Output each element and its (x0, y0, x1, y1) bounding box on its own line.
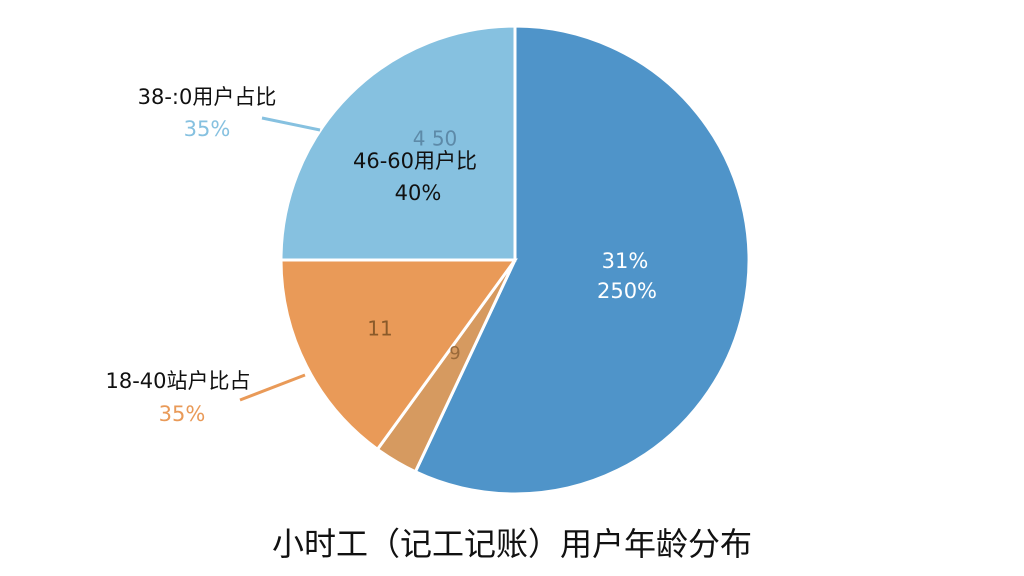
pie-slice (279, 24, 517, 262)
pie-slice (279, 258, 518, 452)
slice-annotation: 31% (602, 249, 649, 273)
leader-line (239, 373, 306, 402)
slice-annotation: 4 50 (413, 127, 458, 151)
slice-annotation: 9 (449, 343, 460, 364)
pie-slice (413, 24, 751, 496)
value-label: 35% (184, 117, 231, 141)
slice-annotation: 250% (597, 279, 657, 303)
leader-line (261, 116, 321, 132)
value-label: 35% (159, 402, 206, 426)
category-label: 38-:0用户占比 (138, 85, 277, 109)
slice-annotation: 46-60用户比 (353, 149, 477, 173)
category-label: 18-40站户比占 (105, 369, 250, 393)
slice-annotation: 40% (395, 181, 442, 205)
slice-annotation: 11 (367, 317, 392, 341)
chart-title: 小时工（记工记账）用户年龄分布 (272, 525, 752, 563)
